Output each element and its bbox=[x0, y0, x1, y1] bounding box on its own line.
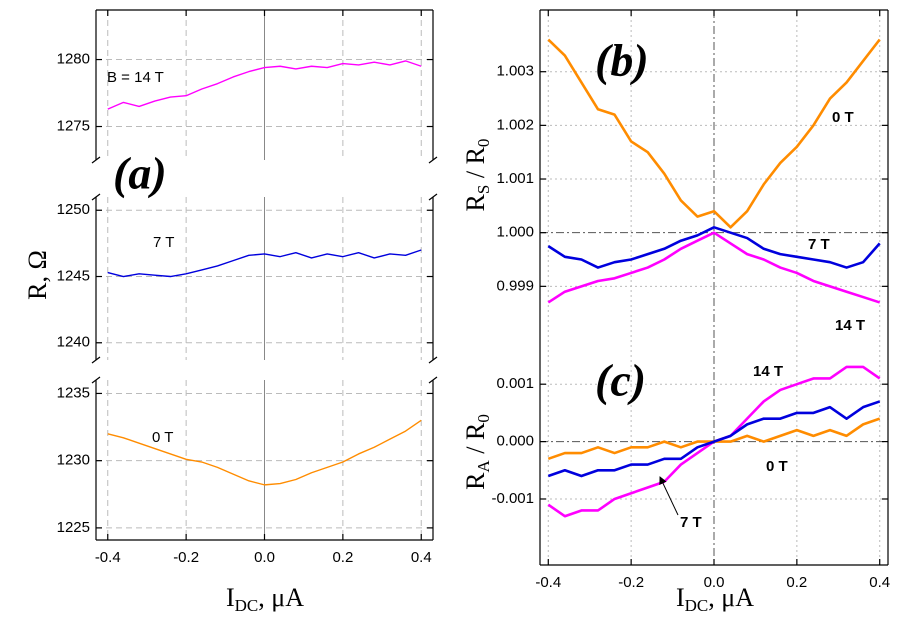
axis-break bbox=[91, 356, 101, 364]
pointer-arrow bbox=[659, 476, 679, 516]
subscript: 0 bbox=[474, 139, 493, 148]
x-tick-label: -0.2 bbox=[618, 574, 644, 591]
axis-title: RA / R0 bbox=[461, 414, 493, 490]
axis-title-part: R bbox=[461, 472, 490, 490]
data-line bbox=[547, 226, 881, 269]
axis-break bbox=[428, 193, 438, 201]
axis-title-part: R, Ω bbox=[23, 250, 52, 300]
subscript: A bbox=[474, 460, 493, 473]
y-tick-label: 1250 bbox=[57, 201, 90, 218]
data-line bbox=[547, 231, 881, 304]
data-line bbox=[107, 60, 422, 110]
axis-break bbox=[428, 156, 438, 164]
subscript: S bbox=[474, 185, 493, 194]
panel-label: (a) bbox=[113, 148, 167, 199]
data-line bbox=[107, 249, 422, 278]
x-tick-label: -0.4 bbox=[95, 549, 121, 566]
y-tick-label: 1230 bbox=[57, 452, 90, 469]
axis-title-part: / R bbox=[461, 146, 490, 184]
y-tick-label: 0.999 bbox=[496, 277, 534, 294]
series-label: 0 T bbox=[766, 458, 788, 475]
axis-break bbox=[91, 376, 101, 384]
axis-title-part: / R bbox=[461, 422, 490, 460]
series-label: 0 T bbox=[832, 109, 854, 126]
y-tick-label: 1.001 bbox=[496, 170, 534, 187]
series-label: 14 T bbox=[835, 317, 865, 334]
series-label: 7 T bbox=[808, 236, 830, 253]
y-tick-label: 1.002 bbox=[496, 116, 534, 133]
axis-title-part: R bbox=[461, 193, 490, 211]
x-tick-label: 0.4 bbox=[869, 574, 890, 591]
x-tick-label: 0.0 bbox=[704, 574, 725, 591]
axis-title-part: I bbox=[676, 583, 685, 612]
axis-break bbox=[428, 356, 438, 364]
subscript: DC bbox=[685, 596, 709, 615]
y-tick-label: 0.000 bbox=[496, 433, 534, 450]
axis-break bbox=[91, 193, 101, 201]
axis-title-part: , μA bbox=[258, 583, 304, 612]
axis-title: R, Ω bbox=[23, 250, 52, 300]
axis-title-part: I bbox=[226, 583, 235, 612]
x-tick-label: 0.2 bbox=[332, 549, 353, 566]
series-label: 0 T bbox=[152, 429, 173, 446]
y-tick-label: -0.001 bbox=[491, 490, 534, 507]
panel-label: (c) bbox=[595, 355, 646, 406]
data-line bbox=[547, 400, 881, 478]
y-tick-label: 1240 bbox=[57, 334, 90, 351]
subscript: DC bbox=[235, 596, 259, 615]
y-tick-label: 1.003 bbox=[496, 63, 534, 80]
x-tick-label: -0.2 bbox=[173, 549, 199, 566]
y-tick-label: 1280 bbox=[57, 51, 90, 68]
series-label: 7 T bbox=[153, 234, 174, 251]
y-tick-label: 0.001 bbox=[496, 375, 534, 392]
axis-title: IDC, μA bbox=[226, 583, 304, 615]
x-tick-label: 0.2 bbox=[786, 574, 807, 591]
x-tick-label: -0.4 bbox=[535, 574, 561, 591]
x-tick-label: 0.4 bbox=[411, 549, 432, 566]
series-label: 7 T bbox=[680, 514, 702, 531]
x-tick-label: 0.0 bbox=[254, 549, 275, 566]
axis-title-part: , μA bbox=[708, 583, 754, 612]
panel-label: (b) bbox=[595, 35, 649, 86]
subscript: 0 bbox=[474, 414, 493, 423]
y-tick-label: 1245 bbox=[57, 267, 90, 284]
y-tick-label: 1225 bbox=[57, 519, 90, 536]
axis-break bbox=[428, 376, 438, 384]
axis-title: IDC, μA bbox=[676, 583, 754, 615]
y-tick-label: 1.000 bbox=[496, 224, 534, 241]
series-label: B = 14 T bbox=[107, 69, 164, 86]
series-label: 14 T bbox=[753, 363, 783, 380]
y-tick-label: 1275 bbox=[57, 117, 90, 134]
y-tick-label: 1235 bbox=[57, 384, 90, 401]
data-line bbox=[547, 38, 881, 229]
axis-title: RS / R0 bbox=[461, 139, 493, 212]
data-line bbox=[107, 419, 422, 486]
axis-break bbox=[91, 156, 101, 164]
